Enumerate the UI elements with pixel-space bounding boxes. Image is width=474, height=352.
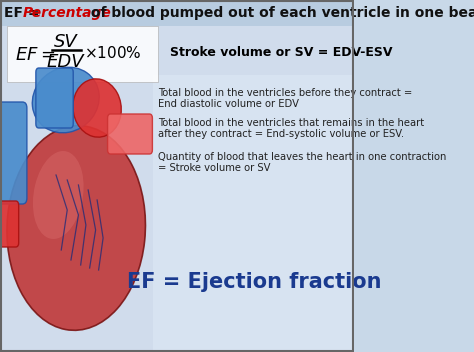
FancyBboxPatch shape bbox=[0, 0, 354, 26]
Text: SV: SV bbox=[54, 33, 78, 51]
Text: after they contract = End-systolic volume or ESV.: after they contract = End-systolic volum… bbox=[158, 129, 404, 139]
Text: Total blood in the ventricles before they contract =: Total blood in the ventricles before the… bbox=[158, 88, 413, 98]
FancyBboxPatch shape bbox=[0, 102, 27, 204]
Text: End diastolic volume or EDV: End diastolic volume or EDV bbox=[158, 99, 300, 109]
FancyBboxPatch shape bbox=[8, 26, 158, 82]
FancyBboxPatch shape bbox=[108, 114, 153, 154]
Text: Percentage: Percentage bbox=[22, 6, 111, 20]
Ellipse shape bbox=[7, 126, 146, 330]
Ellipse shape bbox=[73, 79, 121, 137]
Text: of blood pumped out of each ventricle in one beat: of blood pumped out of each ventricle in… bbox=[86, 6, 474, 20]
FancyBboxPatch shape bbox=[0, 0, 354, 352]
Ellipse shape bbox=[33, 151, 83, 239]
Text: Total blood in the ventricles that remains in the heart: Total blood in the ventricles that remai… bbox=[158, 118, 425, 128]
Text: Quantity of blood that leaves the heart in one contraction: Quantity of blood that leaves the heart … bbox=[158, 152, 447, 162]
FancyBboxPatch shape bbox=[36, 68, 73, 128]
Text: EF = Ejection fraction: EF = Ejection fraction bbox=[127, 272, 381, 292]
Text: EF =: EF = bbox=[4, 6, 45, 20]
Text: $EF =$: $EF =$ bbox=[15, 46, 55, 64]
FancyBboxPatch shape bbox=[153, 75, 354, 352]
Text: = Stroke volume or SV: = Stroke volume or SV bbox=[158, 163, 271, 173]
FancyBboxPatch shape bbox=[0, 201, 18, 247]
Ellipse shape bbox=[32, 67, 99, 133]
Text: $\times 100\%$: $\times 100\%$ bbox=[84, 45, 142, 61]
Text: Stroke volume or SV = EDV-ESV: Stroke volume or SV = EDV-ESV bbox=[170, 45, 393, 58]
Text: EDV: EDV bbox=[47, 53, 84, 71]
